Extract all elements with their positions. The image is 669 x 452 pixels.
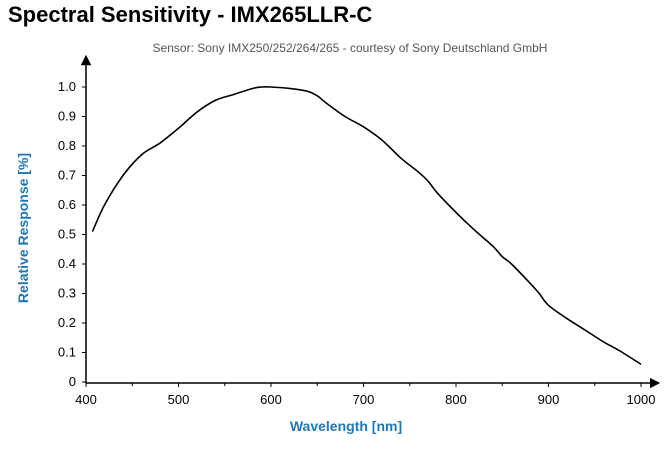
- y-tick-label: 0.6: [58, 197, 76, 212]
- x-axis-label: Wavelength [nm]: [290, 418, 402, 434]
- x-tick-label: 1000: [627, 392, 656, 407]
- x-tick-label: 800: [445, 392, 467, 407]
- x-tick-label: 500: [168, 392, 190, 407]
- y-tick-label: 1.0: [58, 79, 76, 94]
- x-tick-label: 400: [75, 392, 97, 407]
- y-tick-label: 0.8: [58, 138, 76, 153]
- y-tick-label: 0.1: [58, 345, 76, 360]
- y-tick-label: 0: [69, 374, 76, 389]
- x-tick-label: 900: [538, 392, 560, 407]
- y-tick-label: 0.2: [58, 315, 76, 330]
- page-title: Spectral Sensitivity - IMX265LLR-C: [8, 2, 373, 27]
- x-axis-ticks: 400 500 600 700 800 900 1000: [75, 383, 655, 407]
- chart-subtitle: Sensor: Sony IMX250/252/264/265 - courte…: [153, 41, 548, 55]
- y-axis-ticks: 0 0.1 0.2 0.3 0.4 0.5 0.6 0.7 0.8 0.9 1.0: [58, 79, 86, 389]
- y-axis-label: Relative Response [%]: [15, 153, 31, 303]
- x-tick-label: 700: [353, 392, 375, 407]
- y-tick-label: 0.3: [58, 286, 76, 301]
- y-tick-label: 0.5: [58, 227, 76, 242]
- x-tick-label: 600: [260, 392, 282, 407]
- y-tick-label: 0.4: [58, 256, 76, 271]
- y-tick-label: 0.7: [58, 168, 76, 183]
- response-curve-line: [91, 86, 642, 365]
- y-tick-label: 0.9: [58, 109, 76, 124]
